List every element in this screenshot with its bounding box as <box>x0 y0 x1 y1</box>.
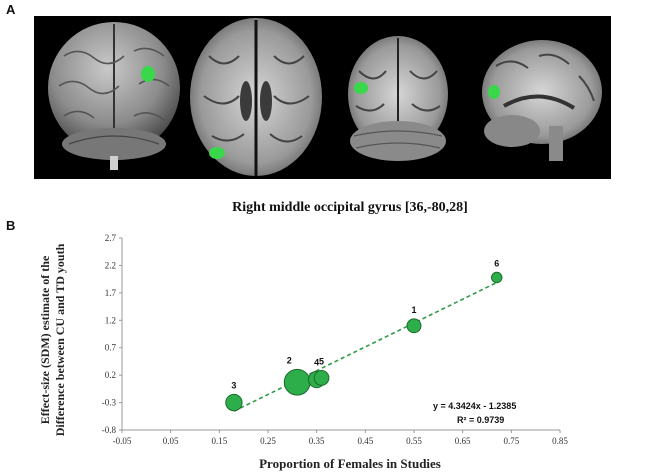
y-tick-label: 0.7 <box>105 343 117 353</box>
x-tick-label: 0.85 <box>552 436 568 446</box>
y-tick-label: 2.2 <box>105 260 116 270</box>
x-axis-label: Proportion of Females in Studies <box>259 456 441 471</box>
y-tick-label: -0.3 <box>102 398 117 408</box>
x-tick-label: 0.65 <box>455 436 471 446</box>
y-tick-label: 0.2 <box>105 370 116 380</box>
brain-sagittal-slice <box>482 40 602 161</box>
panel-a-label: A <box>6 2 16 17</box>
x-tick-label: 0.55 <box>406 436 422 446</box>
x-tick-label: 0.35 <box>309 436 325 446</box>
data-point-label-4: 4 <box>314 357 319 367</box>
y-ticks: -0.8 -0.3 0.2 0.7 1.2 1.7 2.2 2.7 <box>102 233 122 435</box>
y-tick-label: 1.7 <box>105 288 117 298</box>
brain-images-panel <box>34 16 611 179</box>
x-tick-label: -0.05 <box>113 436 132 446</box>
data-point-3 <box>225 393 243 412</box>
data-point-label-5: 5 <box>319 357 324 367</box>
brain-coronal-slice <box>348 36 448 161</box>
x-tick-label: 0.25 <box>260 436 276 446</box>
y-tick-label: 2.7 <box>105 233 117 243</box>
y-tick-label: 1.2 <box>105 315 116 325</box>
brain-axial-slice <box>190 18 322 176</box>
data-point-label-1: 1 <box>411 305 416 315</box>
data-point-2 <box>283 368 311 396</box>
regression-line <box>233 281 498 412</box>
brain-3d-render <box>48 22 180 170</box>
x-tick-label: 0.75 <box>503 436 519 446</box>
data-point-label-3: 3 <box>231 380 236 390</box>
x-tick-label: 0.45 <box>357 436 373 446</box>
data-point-6 <box>491 271 503 284</box>
r-squared: R² = 0.9739 <box>457 415 504 425</box>
chart-title: Right middle occipital gyrus [36,-80,28] <box>232 200 468 215</box>
data-point-1 <box>406 318 422 334</box>
panel-b-label: B <box>6 218 16 233</box>
y-tick-label: -0.8 <box>102 425 117 435</box>
x-tick-label: 0.05 <box>163 436 179 446</box>
regression-equation: y = 4.3424x - 1.2385 <box>433 401 516 411</box>
data-points: 3 2 4 5 1 6 <box>225 258 503 412</box>
data-point-5 <box>313 370 330 386</box>
x-ticks: -0.05 0.05 0.15 0.25 0.35 0.45 0.55 0.65 0.75 0.8… <box>113 430 568 446</box>
data-point-label-6: 6 <box>494 258 499 268</box>
data-point-label-2: 2 <box>287 355 292 365</box>
x-tick-label: 0.15 <box>211 436 227 446</box>
